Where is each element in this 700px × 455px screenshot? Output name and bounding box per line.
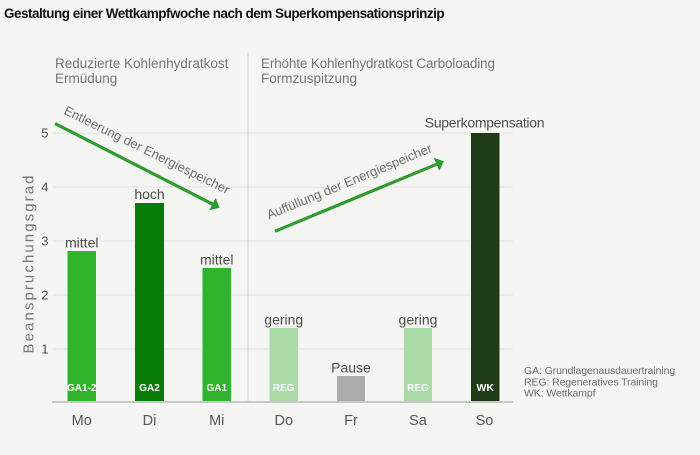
svg-text:Pause: Pause [331,360,371,376]
svg-text:GA1: GA1 [206,383,227,394]
svg-text:3: 3 [41,234,48,249]
svg-text:2: 2 [41,288,48,303]
svg-text:Mi: Mi [209,413,224,429]
svg-text:gering: gering [264,312,303,328]
svg-text:Superkompensation: Superkompensation [425,115,544,131]
svg-text:Gestaltung einer Wettkampfwoch: Gestaltung einer Wettkampfwoche nach dem… [4,6,444,21]
svg-text:WK: Wettkampf: WK: Wettkampf [524,388,596,400]
svg-text:Formzuspitzung: Formzuspitzung [261,71,357,86]
svg-text:Do: Do [274,413,293,429]
svg-text:Reduzierte Kohlenhydratkost: Reduzierte Kohlenhydratkost [55,56,229,71]
svg-text:Ermüdung: Ermüdung [55,71,117,86]
svg-text:mittel: mittel [65,235,98,251]
svg-text:GA2: GA2 [139,383,160,394]
svg-text:REG: REG [273,383,295,394]
svg-text:mittel: mittel [200,252,233,268]
svg-text:GA1-2: GA1-2 [67,383,97,394]
svg-text:gering: gering [399,312,438,328]
svg-text:Erhöhte Kohlenhydratkost Carbo: Erhöhte Kohlenhydratkost Carboloading [261,56,495,71]
svg-text:REG: REG [407,383,429,394]
svg-text:GA: Grundlagenausdauertraining: GA: Grundlagenausdauertraining [524,365,675,377]
svg-text:5: 5 [41,126,48,141]
svg-text:REG: Regeneratives Training: REG: Regeneratives Training [524,376,658,388]
svg-text:Di: Di [143,413,157,429]
svg-text:Fr: Fr [344,413,358,429]
svg-text:WK: WK [477,382,495,394]
svg-text:hoch: hoch [134,186,164,202]
svg-text:Mo: Mo [72,413,92,429]
svg-text:1: 1 [41,342,48,357]
svg-text:So: So [476,413,494,429]
svg-text:4: 4 [41,180,48,195]
svg-text:Sa: Sa [409,413,428,429]
